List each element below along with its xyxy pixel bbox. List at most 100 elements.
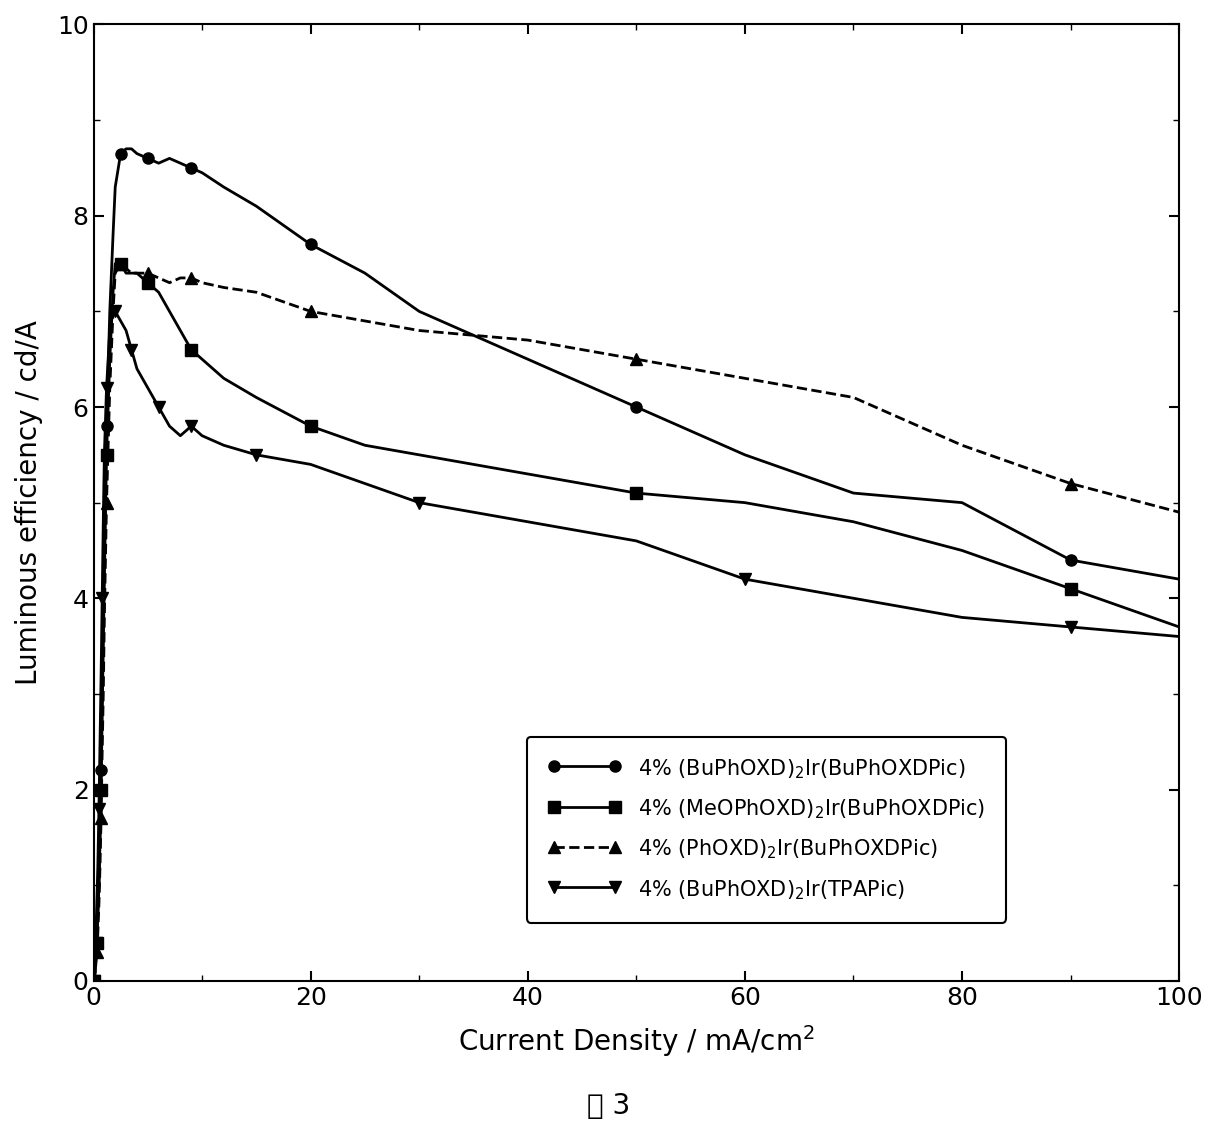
4% (MeOPhOXD)$_2$Ir(BuPhOXDPic) bbox=[91, 879, 106, 892]
4% (BuPhOXD)$_2$Ir(BuPhOXDPic) bbox=[86, 974, 101, 987]
4% (BuPhOXD)$_2$Ir(TPAPic) bbox=[108, 304, 123, 318]
4% (MeOPhOXD)$_2$Ir(BuPhOXDPic) bbox=[124, 267, 139, 280]
Line: 4% (BuPhOXD)$_2$Ir(TPAPic): 4% (BuPhOXD)$_2$Ir(TPAPic) bbox=[89, 305, 1185, 986]
4% (MeOPhOXD)$_2$Ir(BuPhOXDPic) bbox=[151, 285, 166, 299]
4% (BuPhOXD)$_2$Ir(BuPhOXDPic) bbox=[628, 400, 643, 414]
4% (BuPhOXD)$_2$Ir(BuPhOXDPic) bbox=[99, 420, 113, 433]
4% (PhOXD)$_2$Ir(BuPhOXDPic) bbox=[217, 280, 231, 294]
4% (BuPhOXD)$_2$Ir(TPAPic) bbox=[89, 898, 104, 912]
4% (BuPhOXD)$_2$Ir(BuPhOXDPic) bbox=[89, 955, 104, 968]
4% (MeOPhOXD)$_2$Ir(BuPhOXDPic) bbox=[955, 544, 970, 558]
4% (MeOPhOXD)$_2$Ir(BuPhOXDPic) bbox=[173, 323, 188, 337]
4% (BuPhOXD)$_2$Ir(TPAPic) bbox=[358, 477, 373, 491]
4% (PhOXD)$_2$Ir(BuPhOXDPic) bbox=[93, 860, 107, 873]
4% (MeOPhOXD)$_2$Ir(BuPhOXDPic) bbox=[1172, 620, 1186, 633]
4% (PhOXD)$_2$Ir(BuPhOXDPic) bbox=[119, 261, 134, 275]
Line: 4% (PhOXD)$_2$Ir(BuPhOXDPic): 4% (PhOXD)$_2$Ir(BuPhOXDPic) bbox=[89, 258, 1185, 986]
4% (PhOXD)$_2$Ir(BuPhOXDPic) bbox=[847, 390, 861, 404]
4% (PhOXD)$_2$Ir(BuPhOXDPic) bbox=[520, 334, 535, 347]
4% (BuPhOXD)$_2$Ir(BuPhOXDPic) bbox=[195, 166, 209, 180]
4% (PhOXD)$_2$Ir(BuPhOXDPic) bbox=[88, 969, 102, 983]
4% (BuPhOXD)$_2$Ir(BuPhOXDPic) bbox=[108, 180, 123, 193]
4% (BuPhOXD)$_2$Ir(TPAPic) bbox=[89, 935, 104, 949]
4% (BuPhOXD)$_2$Ir(BuPhOXDPic) bbox=[90, 907, 105, 921]
4% (MeOPhOXD)$_2$Ir(BuPhOXDPic) bbox=[108, 257, 123, 270]
4% (BuPhOXD)$_2$Ir(BuPhOXDPic) bbox=[173, 156, 188, 170]
4% (BuPhOXD)$_2$Ir(BuPhOXDPic) bbox=[124, 143, 139, 156]
4% (MeOPhOXD)$_2$Ir(BuPhOXDPic) bbox=[86, 974, 101, 987]
4% (BuPhOXD)$_2$Ir(BuPhOXDPic) bbox=[738, 448, 753, 461]
4% (MeOPhOXD)$_2$Ir(BuPhOXDPic) bbox=[162, 304, 177, 318]
4% (BuPhOXD)$_2$Ir(BuPhOXDPic) bbox=[119, 143, 134, 156]
4% (BuPhOXD)$_2$Ir(BuPhOXDPic) bbox=[303, 238, 318, 251]
4% (BuPhOXD)$_2$Ir(TPAPic) bbox=[184, 420, 199, 433]
4% (BuPhOXD)$_2$Ir(TPAPic) bbox=[847, 592, 861, 605]
4% (MeOPhOXD)$_2$Ir(BuPhOXDPic) bbox=[88, 969, 102, 983]
4% (MeOPhOXD)$_2$Ir(BuPhOXDPic) bbox=[628, 486, 643, 500]
4% (MeOPhOXD)$_2$Ir(BuPhOXDPic) bbox=[89, 955, 104, 968]
4% (PhOXD)$_2$Ir(BuPhOXDPic) bbox=[99, 495, 113, 509]
4% (MeOPhOXD)$_2$Ir(BuPhOXDPic) bbox=[119, 267, 134, 280]
4% (BuPhOXD)$_2$Ir(BuPhOXDPic) bbox=[91, 879, 106, 892]
4% (PhOXD)$_2$Ir(BuPhOXDPic) bbox=[412, 323, 426, 337]
Line: 4% (BuPhOXD)$_2$Ir(BuPhOXDPic): 4% (BuPhOXD)$_2$Ir(BuPhOXDPic) bbox=[89, 144, 1185, 986]
4% (BuPhOXD)$_2$Ir(TPAPic) bbox=[96, 515, 111, 528]
4% (BuPhOXD)$_2$Ir(TPAPic) bbox=[88, 955, 102, 968]
4% (MeOPhOXD)$_2$Ir(BuPhOXDPic) bbox=[99, 448, 113, 461]
4% (PhOXD)$_2$Ir(BuPhOXDPic) bbox=[89, 946, 104, 959]
4% (BuPhOXD)$_2$Ir(BuPhOXDPic) bbox=[162, 152, 177, 165]
4% (BuPhOXD)$_2$Ir(BuPhOXDPic) bbox=[358, 267, 373, 280]
4% (BuPhOXD)$_2$Ir(BuPhOXDPic) bbox=[129, 147, 144, 161]
4% (BuPhOXD)$_2$Ir(TPAPic) bbox=[1172, 630, 1186, 644]
4% (PhOXD)$_2$Ir(BuPhOXDPic) bbox=[1063, 477, 1078, 491]
4% (PhOXD)$_2$Ir(BuPhOXDPic) bbox=[95, 744, 110, 758]
X-axis label: Current Density / mA/cm$^2$: Current Density / mA/cm$^2$ bbox=[458, 1024, 815, 1060]
4% (PhOXD)$_2$Ir(BuPhOXDPic) bbox=[184, 271, 199, 285]
4% (MeOPhOXD)$_2$Ir(BuPhOXDPic) bbox=[184, 343, 199, 356]
4% (PhOXD)$_2$Ir(BuPhOXDPic) bbox=[91, 898, 106, 912]
4% (BuPhOXD)$_2$Ir(TPAPic) bbox=[173, 429, 188, 442]
4% (MeOPhOXD)$_2$Ir(BuPhOXDPic) bbox=[1063, 582, 1078, 596]
4% (BuPhOXD)$_2$Ir(TPAPic) bbox=[140, 381, 155, 395]
4% (PhOXD)$_2$Ir(BuPhOXDPic) bbox=[96, 688, 111, 701]
4% (BuPhOXD)$_2$Ir(TPAPic) bbox=[102, 323, 117, 337]
4% (PhOXD)$_2$Ir(BuPhOXDPic) bbox=[90, 926, 105, 940]
4% (MeOPhOXD)$_2$Ir(BuPhOXDPic) bbox=[140, 276, 155, 290]
4% (BuPhOXD)$_2$Ir(BuPhOXDPic) bbox=[106, 228, 121, 242]
4% (MeOPhOXD)$_2$Ir(BuPhOXDPic) bbox=[217, 372, 231, 386]
4% (PhOXD)$_2$Ir(BuPhOXDPic) bbox=[303, 304, 318, 318]
4% (PhOXD)$_2$Ir(BuPhOXDPic) bbox=[124, 267, 139, 280]
4% (BuPhOXD)$_2$Ir(TPAPic) bbox=[151, 400, 166, 414]
4% (BuPhOXD)$_2$Ir(BuPhOXDPic) bbox=[520, 353, 535, 366]
4% (MeOPhOXD)$_2$Ir(BuPhOXDPic) bbox=[90, 907, 105, 921]
4% (MeOPhOXD)$_2$Ir(BuPhOXDPic) bbox=[93, 830, 107, 844]
4% (PhOXD)$_2$Ir(BuPhOXDPic) bbox=[108, 267, 123, 280]
4% (BuPhOXD)$_2$Ir(BuPhOXDPic) bbox=[94, 763, 108, 777]
4% (PhOXD)$_2$Ir(BuPhOXDPic) bbox=[113, 257, 128, 270]
4% (BuPhOXD)$_2$Ir(BuPhOXDPic) bbox=[412, 304, 426, 318]
4% (BuPhOXD)$_2$Ir(TPAPic) bbox=[99, 381, 113, 395]
4% (PhOXD)$_2$Ir(BuPhOXDPic) bbox=[162, 276, 177, 290]
4% (MeOPhOXD)$_2$Ir(BuPhOXDPic) bbox=[96, 639, 111, 653]
4% (BuPhOXD)$_2$Ir(TPAPic) bbox=[124, 343, 139, 356]
Line: 4% (MeOPhOXD)$_2$Ir(BuPhOXDPic): 4% (MeOPhOXD)$_2$Ir(BuPhOXDPic) bbox=[89, 258, 1185, 986]
4% (BuPhOXD)$_2$Ir(BuPhOXDPic) bbox=[151, 156, 166, 170]
4% (PhOXD)$_2$Ir(BuPhOXDPic) bbox=[140, 267, 155, 280]
4% (BuPhOXD)$_2$Ir(BuPhOXDPic) bbox=[102, 304, 117, 318]
4% (MeOPhOXD)$_2$Ir(BuPhOXDPic) bbox=[738, 495, 753, 509]
4% (BuPhOXD)$_2$Ir(TPAPic) bbox=[195, 429, 209, 442]
4% (PhOXD)$_2$Ir(BuPhOXDPic) bbox=[86, 974, 101, 987]
4% (PhOXD)$_2$Ir(BuPhOXDPic) bbox=[102, 381, 117, 395]
4% (BuPhOXD)$_2$Ir(BuPhOXDPic) bbox=[1172, 572, 1186, 586]
4% (MeOPhOXD)$_2$Ir(BuPhOXDPic) bbox=[520, 467, 535, 481]
4% (PhOXD)$_2$Ir(BuPhOXDPic) bbox=[628, 353, 643, 366]
4% (BuPhOXD)$_2$Ir(BuPhOXDPic) bbox=[955, 495, 970, 509]
4% (MeOPhOXD)$_2$Ir(BuPhOXDPic) bbox=[113, 257, 128, 270]
4% (MeOPhOXD)$_2$Ir(BuPhOXDPic) bbox=[97, 572, 112, 586]
4% (BuPhOXD)$_2$Ir(BuPhOXDPic) bbox=[88, 969, 102, 983]
4% (BuPhOXD)$_2$Ir(TPAPic) bbox=[955, 611, 970, 624]
4% (BuPhOXD)$_2$Ir(BuPhOXDPic) bbox=[184, 161, 199, 174]
4% (MeOPhOXD)$_2$Ir(BuPhOXDPic) bbox=[88, 965, 102, 978]
Y-axis label: Luminous efficiency / cd/A: Luminous efficiency / cd/A bbox=[15, 320, 43, 685]
4% (BuPhOXD)$_2$Ir(BuPhOXDPic) bbox=[140, 152, 155, 165]
